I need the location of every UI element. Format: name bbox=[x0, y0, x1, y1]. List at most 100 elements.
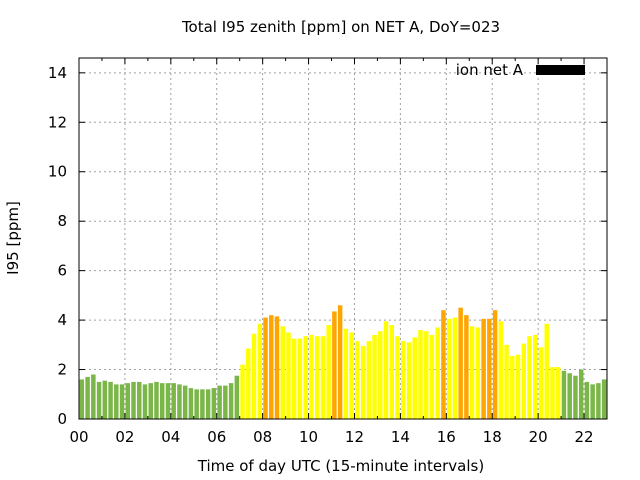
bar bbox=[544, 323, 549, 419]
bar bbox=[337, 305, 343, 419]
bar bbox=[510, 355, 515, 419]
plot-frame bbox=[78, 57, 608, 420]
bar-series bbox=[79, 305, 607, 419]
bar bbox=[429, 334, 435, 419]
bar bbox=[223, 385, 228, 419]
bar bbox=[573, 375, 578, 419]
bar bbox=[234, 375, 240, 419]
bar bbox=[475, 327, 481, 419]
bar bbox=[309, 334, 314, 419]
bar bbox=[360, 346, 366, 419]
bar bbox=[561, 370, 567, 419]
bar bbox=[487, 318, 492, 419]
bar bbox=[515, 354, 521, 419]
bar bbox=[251, 333, 257, 419]
y-tick-label: 10 bbox=[48, 163, 67, 181]
x-tick-label: 06 bbox=[207, 428, 226, 446]
bar bbox=[349, 332, 354, 419]
x-axis-label: Time of day UTC (15-minute intervals) bbox=[197, 457, 484, 475]
bar bbox=[217, 385, 222, 419]
bar bbox=[194, 389, 199, 419]
bar bbox=[498, 321, 504, 419]
bar bbox=[280, 326, 285, 419]
bar bbox=[596, 383, 601, 419]
x-tick-label: 14 bbox=[391, 428, 410, 446]
bar bbox=[297, 338, 303, 419]
bar bbox=[464, 315, 469, 419]
x-tick-label: 08 bbox=[253, 428, 272, 446]
bar bbox=[590, 384, 595, 419]
legend-label: ion net A bbox=[456, 61, 524, 79]
bar bbox=[177, 384, 182, 419]
bar bbox=[389, 325, 395, 419]
bar bbox=[154, 381, 159, 419]
bar bbox=[188, 388, 194, 419]
x-tick-label: 20 bbox=[529, 428, 548, 446]
bar bbox=[303, 336, 308, 419]
bar bbox=[578, 369, 584, 419]
bar bbox=[240, 364, 245, 419]
x-tick-label: 00 bbox=[69, 428, 88, 446]
bar bbox=[567, 373, 572, 419]
y-tick-label: 2 bbox=[57, 361, 67, 379]
legend: ion net A bbox=[456, 61, 585, 79]
bar bbox=[492, 310, 498, 419]
bar bbox=[85, 376, 90, 419]
legend-swatch bbox=[536, 65, 585, 75]
y-tick-label: 6 bbox=[57, 262, 67, 280]
y-axis-label: I95 [ppm] bbox=[4, 201, 22, 275]
bar bbox=[418, 329, 423, 419]
bar bbox=[452, 317, 458, 419]
bar bbox=[137, 381, 142, 419]
x-tick-label: 10 bbox=[299, 428, 318, 446]
bar bbox=[320, 336, 326, 419]
bar bbox=[584, 381, 590, 419]
grid-lines bbox=[79, 58, 607, 419]
bar bbox=[159, 383, 165, 419]
bar bbox=[412, 337, 417, 419]
y-tick-label: 14 bbox=[48, 64, 67, 82]
bar bbox=[286, 332, 291, 419]
bar bbox=[131, 381, 136, 419]
bar bbox=[200, 389, 205, 419]
bar bbox=[142, 384, 148, 419]
bar bbox=[291, 338, 297, 419]
y-tick-label: 8 bbox=[57, 212, 67, 230]
bar bbox=[423, 331, 429, 419]
bar bbox=[171, 383, 176, 419]
bar bbox=[263, 317, 268, 419]
bar bbox=[555, 367, 561, 419]
bar bbox=[114, 384, 119, 419]
bar bbox=[383, 321, 389, 419]
bar bbox=[601, 379, 607, 419]
bar bbox=[406, 342, 412, 419]
bar bbox=[96, 381, 102, 419]
bar bbox=[521, 343, 527, 419]
y-tick-label: 4 bbox=[57, 311, 67, 329]
bar bbox=[148, 383, 153, 419]
bar bbox=[401, 341, 406, 419]
bar bbox=[257, 323, 263, 419]
chart-title: Total I95 zenith [ppm] on NET A, DoY=023 bbox=[181, 18, 500, 36]
x-tick-label: 12 bbox=[345, 428, 364, 446]
bar bbox=[326, 325, 331, 419]
bar bbox=[469, 326, 475, 419]
bar bbox=[228, 383, 234, 419]
bar bbox=[527, 336, 532, 419]
bar bbox=[378, 331, 383, 419]
bar bbox=[366, 341, 372, 419]
bar bbox=[504, 344, 509, 419]
bar bbox=[211, 388, 217, 419]
bar bbox=[165, 383, 171, 419]
bar bbox=[314, 336, 320, 419]
bar bbox=[102, 380, 108, 419]
bar bbox=[246, 348, 251, 419]
x-tick-label: 04 bbox=[161, 428, 180, 446]
bar bbox=[182, 385, 188, 419]
bar bbox=[269, 315, 274, 419]
bar bbox=[205, 389, 211, 419]
bar bbox=[550, 367, 555, 419]
bar bbox=[108, 381, 113, 419]
bar bbox=[79, 379, 85, 419]
